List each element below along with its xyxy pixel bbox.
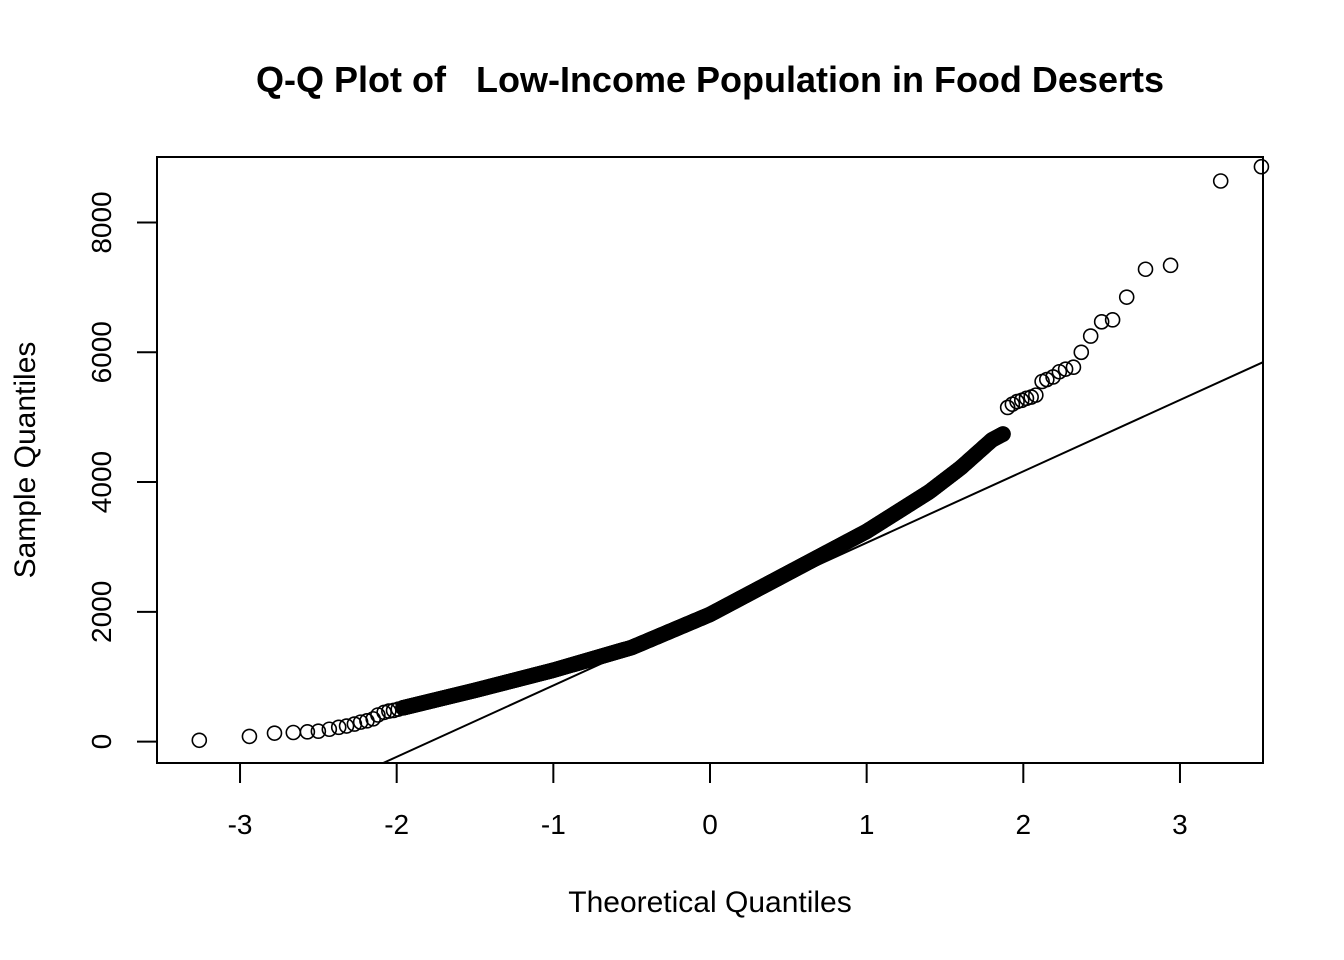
- x-tick-label: 0: [702, 809, 718, 840]
- data-point: [1073, 344, 1090, 361]
- x-tick-label: -2: [384, 809, 409, 840]
- data-point: [266, 725, 283, 741]
- data-point: [338, 718, 355, 734]
- y-tick-label: 4000: [86, 451, 117, 513]
- y-axis-label: Sample Quantiles: [9, 342, 42, 579]
- data-point: [1212, 173, 1229, 189]
- data-point: [1057, 361, 1074, 377]
- y-tick-label: 0: [86, 734, 117, 750]
- data-point: [1104, 312, 1121, 328]
- data-point: [241, 728, 258, 745]
- data-point: [330, 719, 347, 736]
- x-tick-label: 1: [859, 809, 875, 840]
- x-tick-label: 3: [1172, 809, 1188, 840]
- x-tick-label: 2: [1016, 809, 1032, 840]
- data-point: [1065, 359, 1082, 376]
- reference-line: [382, 361, 1264, 764]
- data-point: [299, 724, 316, 740]
- plot-frame: [156, 156, 1264, 764]
- data-point: [321, 721, 338, 738]
- y-axis: 0 2000 4000 6000 8000: [86, 191, 158, 750]
- x-axis-label: Theoretical Quantiles: [568, 886, 851, 919]
- y-tick-label: 8000: [86, 191, 117, 253]
- chart-title: Q-Q Plot of Low-Income Population in Foo…: [256, 59, 1164, 100]
- data-point: [381, 703, 397, 719]
- x-tick-label: -1: [541, 809, 566, 840]
- data-point: [1082, 328, 1099, 344]
- x-tick-label: -3: [228, 809, 253, 840]
- data-point: [1028, 387, 1044, 403]
- data-point: [310, 723, 327, 740]
- data-point: [1118, 289, 1135, 305]
- data-points: [191, 158, 1270, 749]
- data-point: [1137, 261, 1154, 278]
- y-tick-label: 2000: [86, 581, 117, 643]
- data-point: [1253, 158, 1270, 175]
- y-tick-label: 6000: [86, 321, 117, 383]
- data-point: [1093, 313, 1110, 330]
- data-point: [995, 426, 1011, 442]
- data-point: [1162, 257, 1179, 274]
- data-point: [191, 732, 208, 749]
- x-axis: -3 -2 -1 0 1 2 3: [228, 762, 1188, 840]
- data-point: [285, 724, 302, 741]
